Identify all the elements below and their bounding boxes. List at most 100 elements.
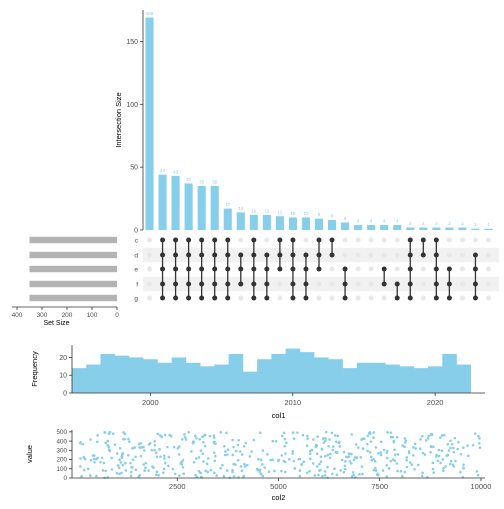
scatter-point bbox=[133, 446, 137, 449]
matrix-dot-filled bbox=[199, 252, 205, 258]
scatter-point bbox=[93, 460, 96, 464]
scatter-point bbox=[431, 445, 435, 449]
histogram-bar bbox=[356, 362, 372, 393]
scatter-point bbox=[155, 455, 159, 459]
scatter-point bbox=[302, 460, 306, 464]
scatter-point bbox=[242, 475, 245, 479]
scatter-point bbox=[379, 453, 383, 457]
scatter-point bbox=[153, 440, 157, 443]
scatter-point bbox=[139, 454, 143, 458]
scatter-point bbox=[429, 445, 433, 449]
scatter-point bbox=[154, 451, 158, 455]
scatter-point bbox=[362, 437, 366, 441]
scatter-point bbox=[244, 441, 248, 445]
scatter-point bbox=[418, 447, 422, 450]
intersection-bar-value-label: 1 bbox=[474, 222, 477, 227]
scatter-point bbox=[405, 456, 409, 459]
intersection-bar bbox=[484, 228, 493, 230]
scatter-point bbox=[213, 440, 216, 444]
matrix-dot-filled bbox=[329, 237, 335, 243]
scatter-point bbox=[420, 474, 424, 478]
scatter-point bbox=[181, 438, 184, 441]
scatter-point bbox=[340, 458, 344, 462]
scatter-point bbox=[441, 458, 445, 461]
intersection-bar-value-label: 4 bbox=[396, 218, 399, 223]
scatter-point bbox=[439, 436, 442, 440]
matrix-dot-filled bbox=[160, 281, 166, 287]
intersection-bar-value-label: 12 bbox=[264, 208, 270, 213]
scatter-point bbox=[403, 470, 407, 474]
scatter-point bbox=[429, 450, 432, 454]
scatter-point bbox=[321, 474, 324, 478]
histogram-x-tick-label: 2000 bbox=[142, 398, 159, 407]
scatter-point bbox=[282, 431, 286, 435]
matrix-dot-filled bbox=[277, 266, 283, 272]
scatter-point bbox=[413, 467, 416, 471]
scatter-point bbox=[343, 464, 347, 468]
intersection-bar bbox=[197, 186, 206, 230]
scatter-point bbox=[315, 465, 319, 468]
matrix-dot-empty bbox=[485, 252, 491, 258]
scatter-point bbox=[124, 461, 127, 465]
scatter-point bbox=[416, 463, 420, 467]
scatter-point bbox=[139, 441, 143, 445]
scatter-point bbox=[118, 446, 122, 450]
intersection-bar-value-label: 17 bbox=[225, 202, 231, 207]
scatter-point bbox=[459, 470, 462, 474]
intersection-bar-value-label: 2 bbox=[435, 221, 438, 226]
histogram-bar bbox=[328, 359, 343, 393]
scatter-point bbox=[437, 454, 441, 458]
scatter-point bbox=[280, 434, 284, 438]
scatter-point bbox=[81, 442, 85, 446]
scatter-point bbox=[169, 435, 173, 438]
scatter-point bbox=[350, 462, 353, 465]
scatter-point bbox=[238, 450, 242, 453]
scatter-point bbox=[107, 445, 111, 449]
scatter-point bbox=[82, 455, 86, 459]
scatter-point bbox=[457, 440, 460, 444]
histogram-bar bbox=[185, 362, 201, 393]
scatter-point bbox=[426, 437, 430, 440]
matrix-dot-filled bbox=[160, 237, 166, 243]
scatter-point bbox=[385, 464, 389, 467]
scatter-point bbox=[439, 461, 442, 465]
intersection-bar bbox=[184, 183, 193, 230]
intersection-bar-value-label: 169 bbox=[146, 11, 154, 16]
matrix-dot-empty bbox=[329, 281, 335, 287]
matrix-dot-filled bbox=[186, 281, 192, 287]
matrix-dot-empty bbox=[459, 281, 465, 287]
scatter-point bbox=[374, 466, 377, 470]
scatter-point bbox=[150, 448, 154, 452]
scatter-point bbox=[111, 432, 115, 435]
scatter-point bbox=[399, 469, 403, 473]
scatter-point bbox=[204, 469, 207, 473]
scatter-point bbox=[221, 463, 224, 467]
scatter-point bbox=[232, 445, 235, 449]
scatter-point bbox=[320, 447, 324, 451]
scatter-point bbox=[389, 431, 393, 434]
scatter-point bbox=[131, 447, 134, 450]
scatter-point bbox=[192, 460, 196, 464]
matrix-dot-filled bbox=[225, 295, 231, 301]
scatter-point bbox=[322, 441, 326, 445]
matrix-dot-filled bbox=[251, 237, 257, 243]
scatter-point bbox=[156, 432, 160, 436]
scatter-point bbox=[100, 456, 104, 460]
histogram-bar bbox=[143, 359, 158, 393]
matrix-dot-filled bbox=[290, 237, 296, 243]
matrix-dot-filled bbox=[446, 281, 452, 287]
scatter-point bbox=[347, 452, 351, 455]
matrix-dot-empty bbox=[238, 295, 244, 301]
scatter-point bbox=[391, 458, 395, 461]
scatter-point bbox=[449, 459, 453, 463]
scatter-point bbox=[467, 454, 470, 458]
scatter-point bbox=[237, 439, 241, 442]
scatter-point bbox=[446, 442, 450, 446]
scatter-point bbox=[154, 473, 158, 477]
matrix-dot-filled bbox=[173, 266, 179, 272]
scatter-point bbox=[261, 474, 265, 478]
scatter-point bbox=[160, 435, 164, 439]
scatter-point bbox=[431, 467, 435, 471]
scatter-point bbox=[250, 450, 253, 453]
histogram-y-tick-label: 0 bbox=[63, 391, 67, 398]
